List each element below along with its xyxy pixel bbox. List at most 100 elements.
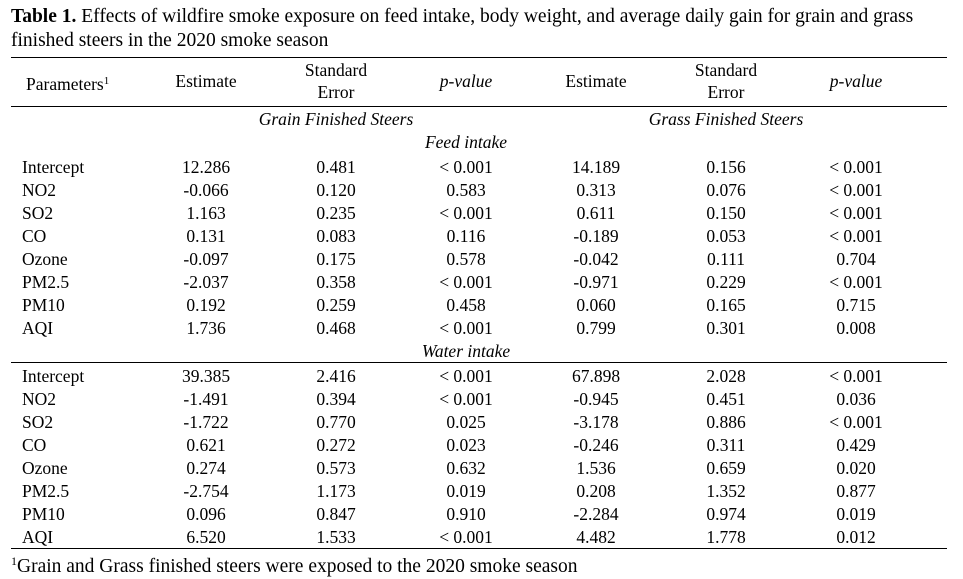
table-cell-grass: 0.704: [836, 249, 876, 269]
table-cell-grass: 0.301: [706, 318, 746, 338]
table-cell-grass: 2.028: [706, 366, 746, 386]
table-cell-grain: < 0.001: [439, 366, 493, 386]
table-cell-grass: 0.311: [706, 435, 746, 455]
table-cell-grass: 1.778: [706, 527, 746, 547]
group-label-grass: Grass Finished Steers: [648, 109, 804, 129]
row-parameter: PM2.5: [22, 481, 70, 501]
row-parameter: Ozone: [22, 458, 68, 478]
row-parameter: Intercept: [22, 366, 85, 386]
table-cell-grain: -0.066: [183, 180, 229, 200]
table-cell-grain: 0.458: [446, 295, 486, 315]
bottom-rule: [11, 548, 947, 549]
table-cell-grain: 0.025: [446, 412, 486, 432]
table-cell-grass: -0.971: [573, 272, 619, 292]
table-caption: Table 1. Effects of wildfire smoke expos…: [11, 5, 951, 53]
table-cell-grain: -1.722: [183, 412, 229, 432]
row-parameter: AQI: [22, 527, 54, 547]
table-cell-grass: 0.313: [576, 180, 616, 200]
table-cell-grain: 0.083: [316, 226, 356, 246]
table-cell-grass: 0.429: [836, 435, 876, 455]
table-label: Table 1.: [11, 6, 77, 27]
row-parameter: PM10: [22, 504, 65, 524]
table-cell-grain: 0.259: [316, 295, 356, 315]
table-cell-grass: < 0.001: [829, 157, 883, 177]
footnote-marker: 1: [11, 554, 17, 568]
table-cell-grass: 0.053: [706, 226, 746, 246]
table-cell-grass: -0.042: [573, 249, 619, 269]
table-cell-grass: 67.898: [571, 366, 621, 386]
table-cell-grain: -2.754: [183, 481, 229, 501]
header-pvalue-grass: p-value: [829, 71, 883, 91]
table-cell-grass: 0.208: [576, 481, 616, 501]
table-cell-grass: 1.536: [576, 458, 616, 478]
table-cell-grain: 0.192: [186, 295, 226, 315]
table-cell-grain: 0.481: [316, 157, 356, 177]
table-cell-grass: 14.189: [571, 157, 621, 177]
table-cell-grass: < 0.001: [829, 203, 883, 223]
section-title: Water intake: [421, 341, 511, 361]
table-cell-grain: 1.533: [316, 527, 356, 547]
table-cell-grain: 0.272: [316, 435, 356, 455]
row-parameter: CO: [22, 226, 47, 246]
section-title: Feed intake: [424, 132, 508, 152]
table-cell-grain: 0.632: [446, 458, 486, 478]
table-cell-grass: 0.019: [836, 504, 876, 524]
table-cell-grass: 0.150: [706, 203, 746, 223]
table-cell-grain: 12.286: [181, 157, 231, 177]
table-cell-grain: < 0.001: [439, 389, 493, 409]
table-cell-grass: 0.020: [836, 458, 876, 478]
table-cell-grain: 0.573: [316, 458, 356, 478]
table-cell-grain: 0.175: [316, 249, 356, 269]
table-cell-grain: 1.163: [186, 203, 226, 223]
table-cell-grass: -3.178: [573, 412, 619, 432]
section-rule: [11, 362, 947, 363]
table-cell-grass: 0.886: [706, 412, 746, 432]
table-cell-grass: 0.877: [836, 481, 876, 501]
table-cell-grain: 0.131: [186, 226, 226, 246]
table-cell-grass: 1.352: [706, 481, 746, 501]
table-cell-grass: 0.611: [576, 203, 616, 223]
table-cell-grain: 0.358: [316, 272, 356, 292]
table-cell-grass: 0.165: [706, 295, 746, 315]
row-parameter: NO2: [22, 180, 57, 200]
row-parameter: PM10: [22, 295, 65, 315]
table-cell-grass: < 0.001: [829, 412, 883, 432]
header-rule: [11, 106, 947, 107]
row-parameter: PM2.5: [22, 272, 70, 292]
footnote: 1Grain and Grass finished steers were ex…: [11, 549, 577, 579]
header-estimate-grain: Estimate: [175, 71, 237, 91]
table-cell-grain: 0.116: [446, 226, 486, 246]
table-cell-grass: 0.799: [576, 318, 616, 338]
table-cell-grain: 0.583: [446, 180, 486, 200]
table-cell-grain: 0.235: [316, 203, 356, 223]
header-std-error-grass: Standard Error: [694, 60, 758, 102]
header-parameters: Parameters1: [26, 74, 110, 94]
table-cell-grass: < 0.001: [829, 180, 883, 200]
table-cell-grass: 0.451: [706, 389, 746, 409]
row-parameter: SO2: [22, 203, 54, 223]
table-cell-grass: 0.156: [706, 157, 746, 177]
table-cell-grain: 1.736: [186, 318, 226, 338]
table-cell-grass: < 0.001: [829, 366, 883, 386]
table-cell-grain: < 0.001: [439, 157, 493, 177]
table-cell-grain: 0.019: [446, 481, 486, 501]
group-label-grain: Grain Finished Steers: [258, 109, 414, 129]
table-cell-grain: 0.847: [316, 504, 356, 524]
table-cell-grain: < 0.001: [439, 272, 493, 292]
table-cell-grass: -0.246: [573, 435, 619, 455]
table-cell-grain: -0.097: [183, 249, 229, 269]
table-cell-grass: 0.111: [706, 249, 746, 269]
table-cell-grass: 0.715: [836, 295, 876, 315]
table-cell-grain: < 0.001: [439, 203, 493, 223]
table-cell-grain: 0.023: [446, 435, 486, 455]
table-cell-grain: 0.910: [446, 504, 486, 524]
table-cell-grass: 0.076: [706, 180, 746, 200]
table-cell-grass: 0.659: [706, 458, 746, 478]
table-cell-grain: 2.416: [316, 366, 356, 386]
row-parameter: Intercept: [22, 157, 85, 177]
table-cell-grass: 0.012: [836, 527, 876, 547]
table-cell-grain: 6.520: [186, 527, 226, 547]
top-rule: [11, 57, 947, 58]
table-cell-grass: 0.060: [576, 295, 616, 315]
table-cell-grass: 0.036: [836, 389, 876, 409]
